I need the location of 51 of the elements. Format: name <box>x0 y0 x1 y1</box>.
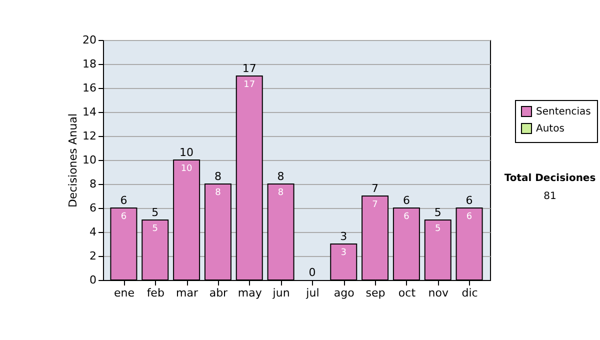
data-label: 5 <box>435 224 441 234</box>
total-label: 8 <box>277 170 284 183</box>
total-label: 17 <box>242 62 256 75</box>
y-tick-label: 0 <box>90 274 96 286</box>
x-tick-label: sep <box>366 286 386 300</box>
total-label: 0 <box>308 266 316 279</box>
total-label: 10 <box>180 146 194 159</box>
x-tick-label: dic <box>462 286 478 300</box>
x-tick-label: nov <box>428 286 449 300</box>
total-label: 5 <box>152 206 159 219</box>
data-label: 8 <box>278 188 284 198</box>
text: Total Decisiones <box>504 173 596 184</box>
total-label: 8 <box>214 170 222 183</box>
x-tick-label: ago <box>334 286 355 300</box>
data-label: 6 <box>120 212 127 222</box>
x-tick-label: mar <box>176 286 199 300</box>
y-tick-label: 18 <box>82 58 96 70</box>
y-tick-label: 8 <box>90 178 96 190</box>
y-tick-label: 20 <box>82 34 96 46</box>
x-tick-label: feb <box>146 286 164 300</box>
y-tick-label: 14 <box>82 106 96 118</box>
y-tick-label: 6 <box>90 202 96 214</box>
legend-label: Sentencias <box>536 106 591 118</box>
data-label: 5 <box>152 224 158 234</box>
text: 81 <box>544 191 556 202</box>
total-label: 6 <box>120 194 128 207</box>
data-label: 10 <box>180 164 193 174</box>
y-tick-label: 2 <box>90 250 96 262</box>
x-tick-label: abr <box>209 286 228 300</box>
y-tick-label: 4 <box>90 226 96 238</box>
y-tick-label: 16 <box>82 82 96 94</box>
y-axis-title: Decisiones Anual <box>66 113 80 208</box>
x-tick-label: oct <box>398 286 416 300</box>
x-tick-label: ene <box>114 286 135 300</box>
x-tick-label: jul <box>305 286 320 300</box>
x-tick-label: jun <box>272 286 290 300</box>
data-label: 8 <box>215 188 222 198</box>
total-label: 6 <box>466 194 473 207</box>
total-label: 5 <box>434 206 442 219</box>
data-label: 17 <box>244 80 256 90</box>
y-tick-label: 12 <box>82 130 96 142</box>
y-tick-label: 10 <box>82 154 96 166</box>
x-tick-label: may <box>238 286 262 300</box>
data-label: 3 <box>340 248 346 258</box>
total-label: 3 <box>340 230 348 243</box>
total-label: 6 <box>402 194 410 207</box>
legend-label: Autos <box>536 124 564 134</box>
total-label: 7 <box>372 182 379 195</box>
data-label: 6 <box>466 212 472 222</box>
data-label: 6 <box>404 212 410 222</box>
data-label: 7 <box>372 200 378 210</box>
